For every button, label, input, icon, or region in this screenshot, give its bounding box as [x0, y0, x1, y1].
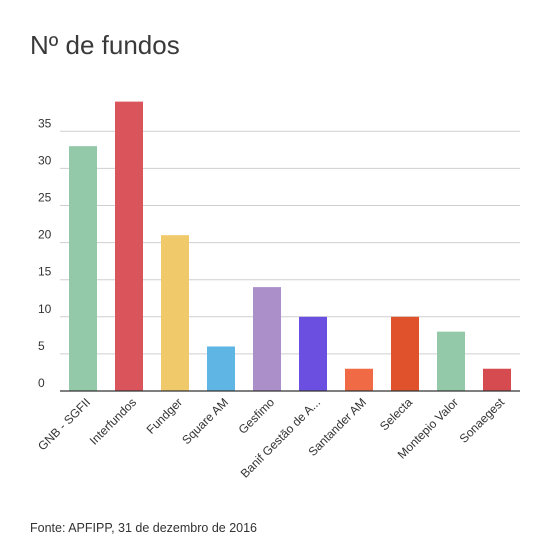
bar-selecta — [391, 316, 419, 391]
y-tick-label: 10 — [38, 302, 52, 316]
source-note: Fonte: APFIPP, 31 de dezembro de 2016 — [30, 521, 257, 535]
chart-title: Nº de fundos — [30, 30, 180, 60]
y-tick-label: 15 — [38, 265, 52, 279]
x-tick-label: Interfundos — [87, 395, 139, 447]
y-tick-label: 20 — [38, 228, 52, 242]
x-tick-label: Fundger — [144, 395, 186, 437]
bars — [69, 101, 511, 392]
x-tick-label: Gesfimo — [236, 395, 278, 437]
bar-gesfimo — [253, 287, 281, 391]
x-tick-label: Square AM — [179, 395, 231, 447]
x-tick-label: Sonaegest — [457, 395, 508, 446]
bar-santander-am — [345, 368, 373, 391]
bar-interfundos — [115, 101, 143, 392]
bar-banif-gest-o-de-a — [299, 316, 327, 391]
bar-gnb-sgfii — [69, 146, 97, 391]
x-tick-label: GNB - SGFII — [35, 395, 93, 453]
x-tick-label: Banif Gestão de A... — [238, 395, 323, 480]
bar-fundger — [161, 235, 189, 391]
y-tick-label: 5 — [38, 339, 45, 353]
y-tick-label: 35 — [38, 116, 52, 130]
bar-sonaegest — [483, 368, 511, 391]
y-tick-label: 30 — [38, 153, 52, 167]
y-tick-label: 0 — [38, 376, 45, 390]
x-tick-label: Selecta — [377, 395, 415, 433]
y-tick-labels: 0 5 10 15 20 25 30 35 — [38, 116, 52, 390]
y-tick-label: 25 — [38, 191, 52, 205]
bar-montepio-valor — [437, 331, 465, 391]
bar-square-am — [207, 346, 235, 391]
